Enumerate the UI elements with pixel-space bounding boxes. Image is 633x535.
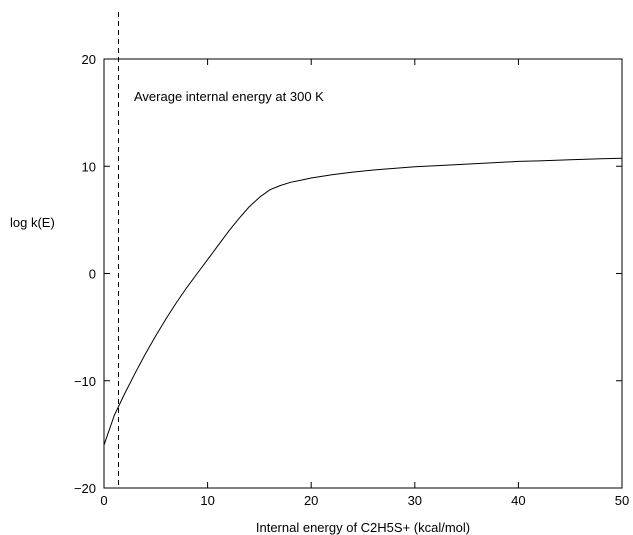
x-tick-label-0: 0 bbox=[100, 493, 107, 508]
x-tick-label-4: 40 bbox=[511, 493, 525, 508]
y-tick-label-1: −10 bbox=[74, 374, 96, 389]
x-axis-ticks: 0 10 20 30 40 50 bbox=[100, 59, 629, 508]
x-tick-label-3: 30 bbox=[408, 493, 422, 508]
y-tick-label-2: 0 bbox=[89, 267, 96, 282]
reference-line-annotation: Average internal energy at 300 K bbox=[134, 89, 324, 104]
x-axis-label: Internal energy of C2H5S+ (kcal/mol) bbox=[256, 520, 470, 535]
y-axis-label: log k(E) bbox=[10, 215, 55, 230]
y-tick-label-4: 20 bbox=[82, 52, 96, 67]
plot-frame bbox=[103, 58, 623, 489]
log-k-curve bbox=[103, 157, 623, 446]
x-tick-label-5: 50 bbox=[615, 493, 629, 508]
x-tick-label-2: 20 bbox=[304, 493, 318, 508]
y-tick-label-3: 10 bbox=[82, 159, 96, 174]
y-axis-ticks: −20 −10 0 10 20 bbox=[74, 52, 622, 496]
y-tick-label-0: −20 bbox=[74, 481, 96, 496]
x-tick-label-1: 10 bbox=[200, 493, 214, 508]
